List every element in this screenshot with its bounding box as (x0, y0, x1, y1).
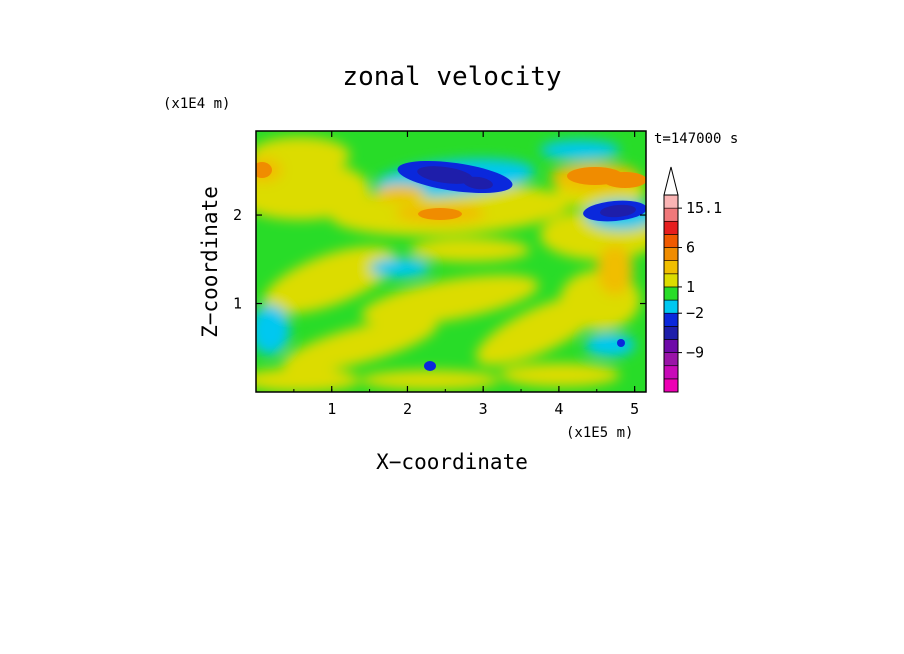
contour-region (263, 246, 397, 314)
colorbar-swatch (663, 352, 679, 367)
colorbar-swatch (663, 234, 679, 248)
colorbar-frame (663, 194, 679, 393)
x-tick-label: 2 (403, 400, 412, 418)
colorbar-swatch (663, 260, 679, 275)
contour-region (417, 166, 473, 184)
contour-region (256, 137, 350, 173)
axis-ticks: 1 2 3 4 5 1 2 (233, 131, 646, 418)
x-unit-label: (x1E5 m) (566, 425, 633, 441)
colorbar-swatch (663, 299, 679, 314)
colorbar-extend-arrow (663, 166, 679, 196)
contour-region (603, 172, 646, 188)
contour-region (256, 162, 272, 178)
colorbar-label: −9 (686, 344, 704, 362)
colorbar-swatch (663, 312, 679, 327)
contour-region (418, 208, 462, 220)
contour-region (540, 140, 620, 160)
colorbar-swatch (663, 378, 679, 393)
contour-region (424, 361, 436, 371)
contour-region (375, 185, 425, 201)
colorbar-swatch (663, 326, 679, 340)
colorbar-swatch (663, 194, 679, 209)
contour-region (370, 258, 430, 278)
y-unit-label: (x1E4 m) (163, 96, 230, 112)
colorbar-swatch (663, 207, 679, 222)
x-tick-label: 4 (554, 400, 563, 418)
colorbar-swatch (663, 286, 679, 301)
y-tick-label: 1 (233, 295, 242, 313)
contour-region (600, 204, 636, 218)
contour-region (617, 339, 625, 347)
x-axis-title: X−coordinate (376, 450, 528, 474)
contour-region (256, 368, 360, 392)
colorbar-label: −2 (686, 304, 704, 322)
contour-region (500, 363, 620, 387)
contour-region (282, 317, 438, 373)
field-shapes (256, 137, 646, 392)
colorbar-swatch (663, 273, 679, 288)
colorbar-label: 1 (686, 278, 695, 296)
contour-region (597, 245, 633, 295)
x-tick-label: 3 (479, 400, 488, 418)
field-detail-layer (256, 160, 646, 371)
time-label: t=147000 s (654, 131, 738, 147)
colorbar-swatch (663, 339, 679, 353)
contour-region (410, 238, 530, 262)
colorbar-label: 6 (686, 239, 695, 257)
x-tick-label: 5 (630, 400, 639, 418)
colorbar-swatch (663, 365, 679, 380)
chart-title: zonal velocity (342, 62, 561, 92)
colorbar-swatch (663, 247, 679, 261)
contour-region (585, 333, 635, 357)
contour-region (256, 305, 290, 355)
contour-field (256, 131, 646, 392)
y-tick-label: 2 (233, 206, 242, 224)
x-tick-label: 1 (327, 400, 336, 418)
colorbar-label: 15.1 (686, 199, 722, 217)
plot-frame (255, 130, 647, 393)
colorbar-swatch (663, 220, 679, 235)
contour-region (361, 274, 539, 326)
y-axis-title: Z−coordinate (198, 186, 222, 338)
colorbar: −9 −2 1 6 15.1 (663, 166, 722, 393)
contour-region (463, 176, 493, 190)
contour-region (360, 370, 500, 390)
